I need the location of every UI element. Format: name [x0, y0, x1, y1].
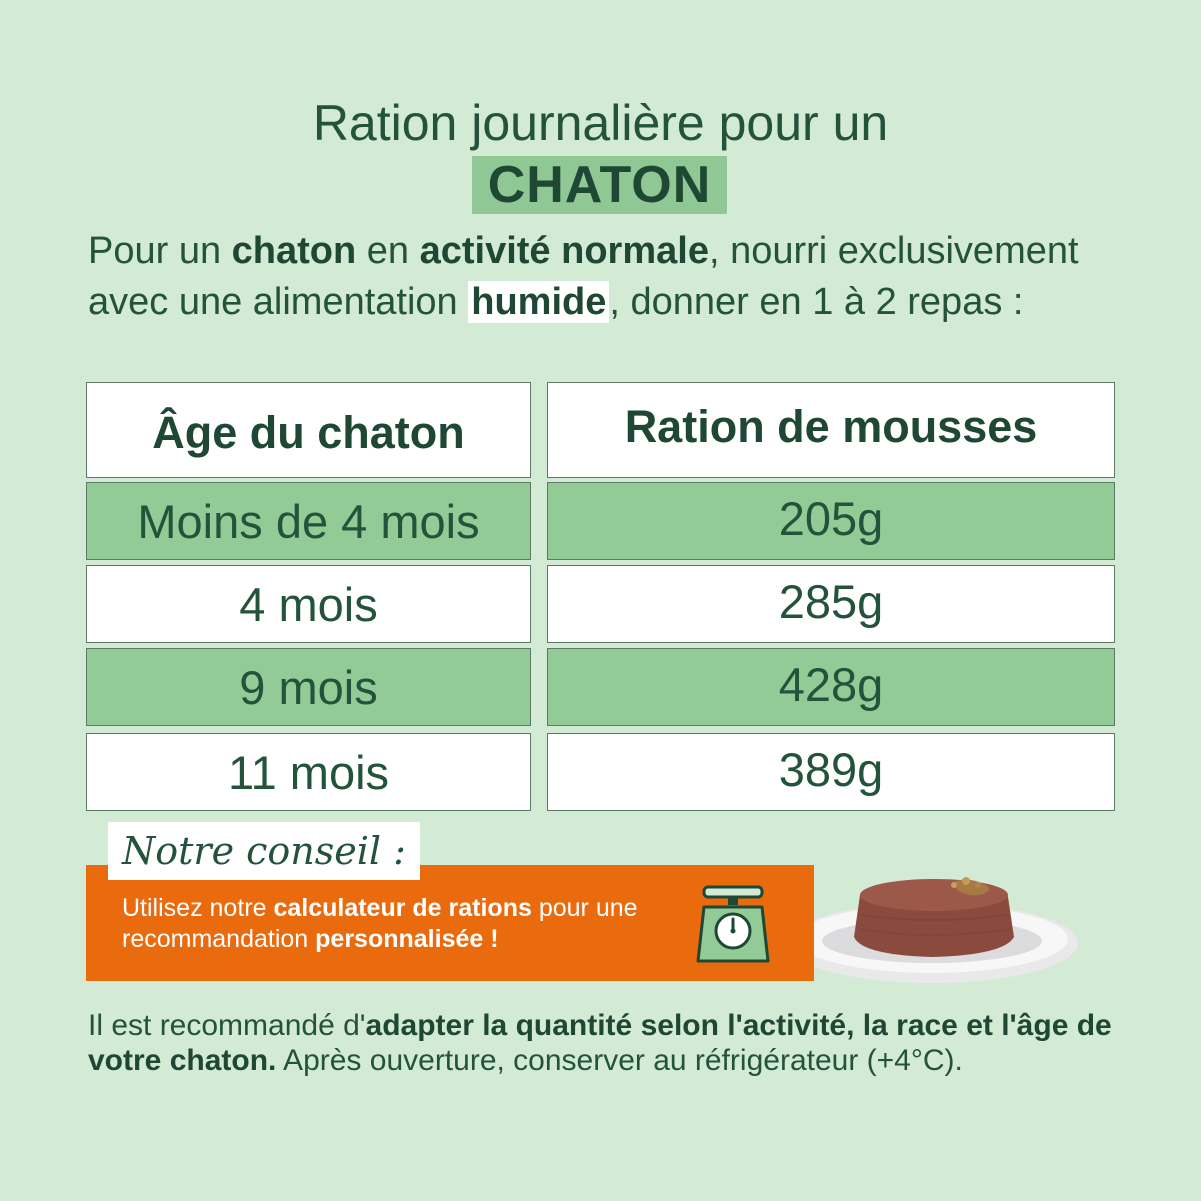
table-header-age: Âge du chaton [86, 382, 531, 478]
conseil-text: Utilisez notre calculateur de rations po… [122, 893, 722, 955]
footer-text: Après ouverture, conserver au réfrigérat… [276, 1044, 963, 1077]
intro-bold-activity: activité normale [419, 230, 709, 272]
table-cell-age: Moins de 4 mois [86, 482, 531, 560]
intro-text: Pour un [88, 230, 232, 272]
table-cell-ration: 389g [547, 733, 1115, 811]
mousse-plate-image [786, 877, 1078, 983]
intro-text: en [356, 230, 420, 272]
footer-bold: adapter la quantité selon l'activité, la… [88, 1009, 1112, 1077]
footer-note: Il est recommandé d'adapter la quantité … [88, 1008, 1128, 1078]
intro-text: , donner en 1 à 2 repas : [609, 281, 1024, 323]
table-cell-age: 9 mois [86, 648, 531, 726]
table-cell-age: 11 mois [86, 733, 531, 811]
table-cell-ration: 428g [547, 648, 1115, 726]
table-cell-ration: 285g [547, 565, 1115, 643]
table-cell-age: 4 mois [86, 565, 531, 643]
conseil-text-part: Utilisez notre [122, 894, 274, 922]
intro-bold-chaton: chaton [231, 230, 357, 272]
conseil-text-part: pour une recommandation [122, 894, 638, 953]
page-title: Ration journalière pour un [312, 95, 889, 151]
title-highlight-chaton: CHATON [472, 156, 727, 214]
table-cell-ration: 205g [547, 482, 1115, 560]
intro-paragraph: Pour un chaton en activité normale, nour… [88, 226, 1128, 328]
table-header-ration: Ration de mousses [547, 382, 1115, 478]
kitchen-scale-icon [696, 885, 770, 963]
footer-text: Il est recommandé d' [88, 1009, 366, 1042]
conseil-title: Notre conseil : [108, 822, 420, 880]
personalized-mention: personnalisée ! [315, 925, 499, 953]
intro-bold-humide: humide [468, 281, 610, 323]
calculator-mention: calculateur de rations [273, 894, 532, 922]
intro-text: , nourri exclusivement avec une alimenta… [88, 230, 1079, 323]
conseil-banner: Utilisez notre calculateur de rations po… [86, 865, 814, 981]
